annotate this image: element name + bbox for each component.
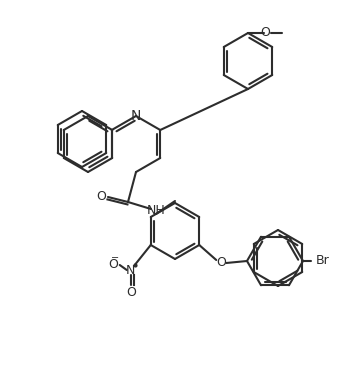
Text: O: O [108,259,118,271]
Text: Br: Br [316,255,330,267]
Text: −: − [111,253,119,263]
Text: O: O [126,285,136,299]
Text: O: O [96,191,106,203]
Text: N: N [126,264,135,276]
Text: NH: NH [147,203,165,217]
Text: N: N [131,109,141,123]
Text: O: O [216,256,226,270]
Text: O: O [260,26,270,39]
